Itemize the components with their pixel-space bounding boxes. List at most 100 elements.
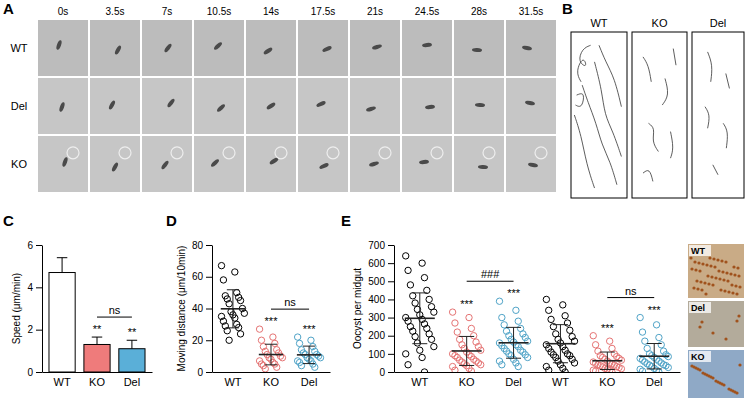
trajectory [723,123,727,148]
trajectory [595,62,622,157]
x-tick: Del [301,372,318,388]
error-bar-cap [459,336,474,337]
trajectory [673,49,676,66]
oocyst-dot [701,371,704,374]
image-tile [298,20,348,76]
plot-area [218,262,323,372]
image-tile [246,78,296,134]
y-tick-label: 6 [27,240,33,251]
point [471,333,477,339]
oocyst-dot [717,269,720,272]
error-bar-cap [265,344,277,345]
midgut-image [688,301,744,347]
plot-area [403,253,672,372]
track-box [692,32,744,198]
y-tick: 100 [368,349,394,360]
oocyst-dot [712,257,715,260]
trajectory [574,115,594,188]
x-tick: KO [459,372,475,388]
y-tick-mark [206,245,212,246]
image-tile [246,20,296,76]
oocyst-dot [714,276,717,279]
error-bar-cap [92,337,102,338]
image-tile [350,78,400,134]
chart: 020406080WTKODelMoving distance (μm/10mi… [176,240,331,388]
point [548,316,554,322]
image-tile [38,78,88,134]
time-label: 28s [471,6,487,17]
point [592,368,598,372]
error-bar-cap [553,324,568,325]
x-tick: KO [599,372,615,388]
annotations: ************###ns [460,268,661,333]
trajectory [662,78,667,105]
image-tile [506,136,556,192]
parasite [528,162,539,168]
bubble [275,147,287,159]
point [218,262,224,268]
bubble [119,147,131,159]
parasite [210,158,220,168]
x-tick-label: WT [54,376,71,388]
bar [119,349,145,372]
point [639,329,645,335]
significance-bracket [607,297,654,298]
x-tick-label: KO [459,376,475,388]
x-tick-label: WT [224,376,241,388]
oocyst-dot [707,282,710,285]
error-bar-cap [412,343,427,344]
y-tick-mark [206,340,212,341]
parasite [316,100,327,108]
point [571,360,577,366]
error-bar-cap [127,340,137,341]
point [637,314,643,320]
point [410,293,416,299]
oocyst-dot [709,264,712,267]
x-tick: WT [224,372,241,388]
point [656,334,662,340]
parasite [266,102,277,111]
oocyst-dot [703,281,706,284]
oocyst-dot [696,287,699,290]
y-tick-mark [36,245,42,246]
error-bar-stem [654,344,655,369]
point [272,340,278,346]
y-tick-mark [388,245,394,246]
oocyst-dot [690,267,693,270]
oocyst-dot [714,379,717,382]
point [405,267,411,273]
oocyst-dot [690,364,693,367]
y-tick-label: 2 [27,324,33,335]
trajectory [726,74,730,89]
significance-label: *** [601,322,615,334]
point [496,298,502,304]
midgut-image [688,244,744,298]
point [412,300,418,306]
x-tick: WT [411,372,428,388]
time-label: 0s [58,6,69,17]
bubble [483,147,495,159]
parasite [372,44,383,51]
error-bar-cap [553,362,568,363]
oocyst-dot [724,260,727,263]
point [258,337,264,343]
image-tile [506,20,556,76]
y-tick-mark [36,287,42,288]
oocyst-dot [734,284,737,287]
point [466,314,472,320]
point [241,310,247,316]
image-tile [90,78,140,134]
y-tick-mark [206,309,212,310]
image-tile [90,136,140,192]
error-bar-stem [466,336,467,365]
y-tick-label: 80 [192,240,204,251]
significance-label: ns [284,296,296,308]
point [449,309,455,315]
parasite [263,47,274,56]
point [499,314,505,320]
parasite [61,157,68,168]
point [419,354,425,360]
image-tile [402,78,452,134]
point [639,368,645,372]
parasite [216,103,226,113]
